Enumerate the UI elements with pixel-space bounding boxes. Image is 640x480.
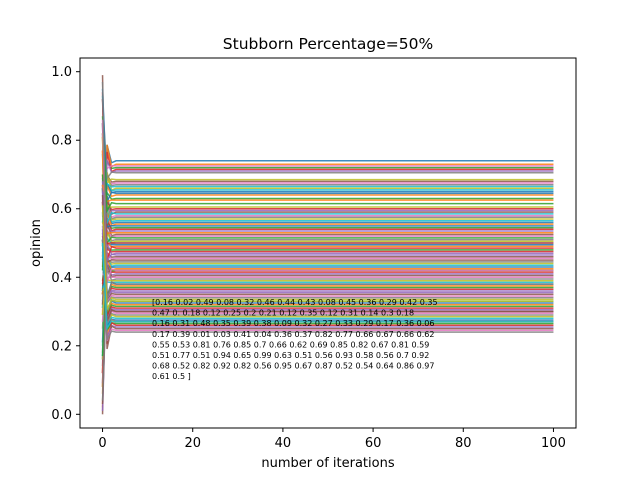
annotation-line: 0.55 0.53 0.81 0.76 0.85 0.7 0.66 0.62 0… xyxy=(152,340,429,349)
series-line xyxy=(101,81,554,301)
y-tick-label: 0.4 xyxy=(51,271,72,286)
x-tick-label: 0 xyxy=(98,436,106,451)
annotation-line: 0.68 0.52 0.82 0.92 0.82 0.56 0.95 0.67 … xyxy=(152,362,434,371)
series-line xyxy=(101,116,554,214)
series-layer xyxy=(101,75,554,415)
y-tick-label: 0.6 xyxy=(51,202,72,217)
x-axis-label: number of iterations xyxy=(261,456,394,471)
annotation-line: 0.17 0.39 0.01 0.03 0.41 0.04 0.36 0.37 … xyxy=(152,330,434,339)
annotation-line: 0.61 0.5 ] xyxy=(152,372,191,381)
x-tick-label: 60 xyxy=(365,436,382,451)
stubborn-opinions-annotation: [0.16 0.02 0.49 0.08 0.32 0.46 0.44 0.43… xyxy=(152,298,438,381)
x-tick-label: 40 xyxy=(275,436,292,451)
series-line xyxy=(101,242,554,331)
y-tick-label: 0.8 xyxy=(51,134,72,149)
plot-frame xyxy=(79,57,577,429)
chart-title: Stubborn Percentage=50% xyxy=(223,35,433,53)
y-axis-label: opinion xyxy=(29,219,44,267)
y-tick-label: 1.0 xyxy=(51,65,72,80)
annotation-line: [0.16 0.02 0.49 0.08 0.32 0.46 0.44 0.43… xyxy=(152,298,438,307)
x-tick-label: 80 xyxy=(455,436,472,451)
annotation-line: 0.47 0. 0.18 0.12 0.25 0.2 0.21 0.12 0.3… xyxy=(152,309,414,318)
x-tick-label: 100 xyxy=(541,436,566,451)
x-axis: 0 20 40 60 80 100 xyxy=(98,428,566,451)
annotation-line: 0.51 0.77 0.51 0.94 0.65 0.99 0.63 0.51 … xyxy=(152,351,429,360)
y-axis: 0.0 0.2 0.4 0.6 0.8 1.0 xyxy=(51,65,80,423)
series-line xyxy=(101,205,554,312)
annotation-line: 0.16 0.31 0.48 0.35 0.39 0.38 0.09 0.32 … xyxy=(152,319,434,328)
y-tick-label: 0.2 xyxy=(51,339,72,354)
x-tick-label: 20 xyxy=(184,436,201,451)
y-tick-label: 0.0 xyxy=(51,408,72,423)
